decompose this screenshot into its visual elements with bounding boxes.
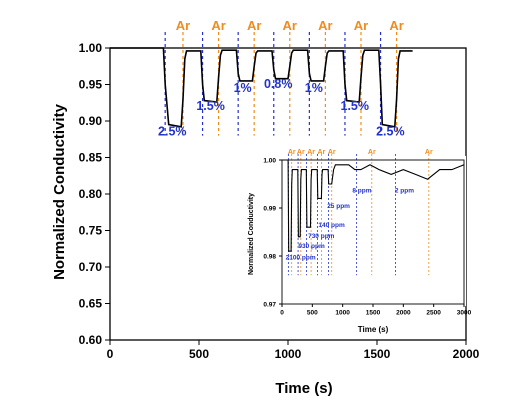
- x-tick-label: 1500: [364, 347, 391, 361]
- concentration-label: 25 ppm: [327, 203, 350, 210]
- ar-label: Ar: [389, 18, 403, 33]
- x-tick-label: 2000: [396, 310, 411, 317]
- y-tick-label: 1.00: [263, 157, 276, 164]
- concentration-label: 1.5%: [196, 99, 225, 113]
- concentration-label: 2100 ppm: [286, 254, 316, 261]
- y-tick-label: 0.65: [79, 297, 103, 311]
- x-tick-label: 0: [107, 347, 114, 361]
- ar-label: Ar: [307, 149, 315, 156]
- main-ar-labels: Ar Ar Ar Ar Ar Ar Ar: [176, 18, 404, 33]
- y-tick-label: 0.99: [263, 205, 276, 212]
- ar-label: Ar: [318, 149, 326, 156]
- y-tick-label: 0.70: [79, 260, 103, 274]
- ar-label: Ar: [288, 149, 296, 156]
- ar-label: Ar: [247, 18, 261, 33]
- x-tick-label: 500: [189, 347, 209, 361]
- ar-label: Ar: [425, 149, 433, 156]
- ar-label: Ar: [283, 18, 297, 33]
- y-tick-label: 0.60: [79, 333, 103, 347]
- y-tick-label: 0.98: [263, 253, 276, 260]
- main-gas-markers: [164, 32, 398, 136]
- x-tick-label: 1000: [275, 347, 302, 361]
- concentration-label: 8 ppm: [352, 188, 371, 195]
- concentration-label: 1%: [305, 81, 323, 95]
- concentration-label: 2.5%: [376, 125, 405, 139]
- concentration-label: 930 ppm: [298, 243, 325, 250]
- inset-chart: 0.97 0.98 0.99 1.00 0 500 1000 1500 2000 2500 300…: [248, 149, 472, 334]
- y-tick-label: 0.80: [79, 187, 103, 201]
- ar-label: Ar: [318, 18, 332, 33]
- ar-label: Ar: [354, 18, 368, 33]
- x-tick-label: 1000: [335, 310, 350, 317]
- x-tick-label: 0: [280, 310, 284, 317]
- y-tick-label: 1.00: [79, 41, 103, 55]
- main-x-ticks: 0 500 1000 1500 2000: [107, 340, 480, 361]
- inset-ar-labels: Ar Ar Ar Ar Ar Ar Ar: [288, 149, 433, 156]
- inset-x-axis-label: Time (s): [358, 325, 389, 334]
- main-y-axis-label: Normalized Conductivity: [51, 103, 68, 280]
- inset-series-line: [282, 159, 465, 252]
- ar-label: Ar: [328, 149, 336, 156]
- x-tick-label: 2500: [426, 310, 441, 317]
- concentration-label: 140 ppm: [318, 222, 345, 229]
- x-tick-label: 3000: [457, 310, 472, 317]
- x-tick-label: 500: [307, 310, 318, 317]
- inset-x-ticks: 0 500 1000 1500 2000 2500 3000: [280, 304, 472, 317]
- concentration-label: 1%: [234, 81, 252, 95]
- concentration-label: 730 ppm: [308, 233, 335, 240]
- concentration-label: 2 ppm: [395, 188, 414, 195]
- main-y-ticks: 0.60 0.65 0.70 0.75 0.80 0.85 0.90 0.95 1.00: [79, 41, 110, 347]
- ar-label: Ar: [368, 149, 376, 156]
- main-concentration-labels: 2.5% 1.5% 1% 0.8% 1% 1.5% 2.5%: [158, 77, 405, 138]
- ar-label: Ar: [297, 149, 305, 156]
- y-tick-label: 0.97: [263, 301, 276, 308]
- ar-label: Ar: [176, 18, 190, 33]
- y-tick-label: 0.95: [79, 78, 103, 92]
- y-tick-label: 0.85: [79, 151, 103, 165]
- concentration-label: 1.5%: [341, 99, 370, 113]
- y-tick-label: 0.75: [79, 224, 103, 238]
- x-tick-label: 2000: [453, 347, 480, 361]
- ar-label: Ar: [211, 18, 225, 33]
- main-series-line: [110, 47, 413, 128]
- main-x-axis-label: Time (s): [275, 380, 332, 397]
- inset-y-axis-label: Normalized Conductivity: [248, 193, 255, 275]
- x-tick-label: 1500: [366, 310, 381, 317]
- concentration-label: 2.5%: [158, 125, 187, 139]
- concentration-label: 0.8%: [264, 77, 293, 91]
- inset-concentration-labels: 2100 ppm 930 ppm 730 ppm 140 ppm 25 ppm 8 ppm…: [286, 188, 415, 262]
- main-chart: 0.60 0.65 0.70 0.75 0.80 0.85 0.90 0.95 1.00 0 50…: [51, 18, 480, 397]
- y-tick-label: 0.90: [79, 114, 103, 128]
